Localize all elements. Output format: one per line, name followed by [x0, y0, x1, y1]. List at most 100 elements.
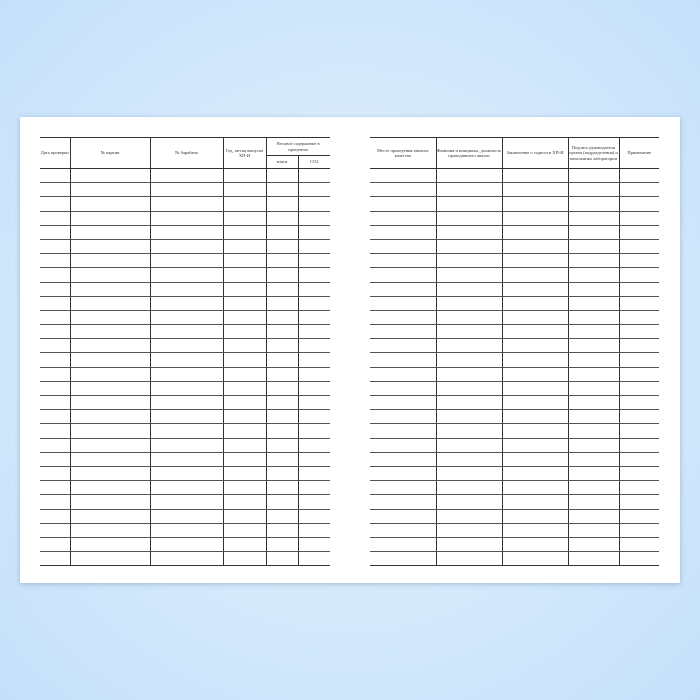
- table-cell: [222, 509, 267, 524]
- table-cell: [435, 182, 503, 198]
- table-cell: [618, 196, 659, 212]
- table-cell: [149, 381, 224, 397]
- table-cell: [265, 296, 299, 311]
- table-cell: [149, 267, 224, 283]
- table-cell: [501, 480, 569, 496]
- table-row: [370, 196, 659, 212]
- table-row: [40, 551, 331, 567]
- table-cell: [222, 381, 267, 397]
- table-cell: [297, 338, 331, 354]
- table-cell: [501, 296, 569, 311]
- table-cell: [435, 381, 503, 397]
- table-row: [370, 537, 659, 553]
- table-cell: [69, 509, 151, 524]
- table-cell: [265, 438, 299, 453]
- table-cell: [40, 381, 71, 397]
- table-cell: [40, 310, 71, 326]
- table-row: [40, 253, 331, 269]
- table-row: [40, 352, 331, 368]
- table-row: [370, 452, 659, 467]
- table-cell: [297, 395, 331, 411]
- table-cell: [69, 352, 151, 368]
- table-cell: [618, 523, 659, 538]
- table-row: [40, 466, 331, 482]
- table-cell: [618, 253, 659, 269]
- table-cell: [501, 211, 569, 226]
- table-cell: [435, 310, 503, 326]
- table-cell: [297, 480, 331, 496]
- table-cell: [435, 423, 503, 439]
- table-cell: [265, 338, 299, 354]
- table-cell: [501, 537, 569, 553]
- table-cell: [297, 423, 331, 439]
- table-cell: [40, 253, 71, 269]
- table-row: [40, 282, 331, 297]
- header-conclusion: Заключение о годности ХП-И: [501, 137, 569, 169]
- header-signature: Подпись руководителя органа (подразделен…: [567, 137, 620, 169]
- table-cell: [435, 438, 503, 453]
- table-cell: [370, 282, 437, 297]
- table-cell: [435, 480, 503, 496]
- table-cell: [618, 239, 659, 255]
- table-cell: [40, 267, 71, 283]
- table-cell: [69, 182, 151, 198]
- table-cell: [567, 381, 620, 397]
- table-cell: [370, 239, 437, 255]
- table-cell: [297, 253, 331, 269]
- table-cell: [501, 324, 569, 340]
- table-cell: [297, 509, 331, 524]
- table-cell: [618, 480, 659, 496]
- table-cell: [265, 310, 299, 326]
- table-cell: [297, 324, 331, 340]
- table-cell: [265, 239, 299, 255]
- table-cell: [149, 253, 224, 269]
- table-cell: [297, 551, 331, 567]
- table-cell: [265, 381, 299, 397]
- table-row: [40, 182, 331, 198]
- table-cell: [222, 267, 267, 283]
- table-cell: [435, 239, 503, 255]
- table-cell: [222, 211, 267, 226]
- table-row: [40, 537, 331, 553]
- table-row: [40, 211, 331, 226]
- table-cell: [69, 395, 151, 411]
- table-cell: [40, 196, 71, 212]
- table-cell: [618, 296, 659, 311]
- table-cell: [370, 480, 437, 496]
- table-cell: [370, 395, 437, 411]
- table-row: [40, 480, 331, 496]
- table-cell: [40, 338, 71, 354]
- table-cell: [501, 551, 569, 567]
- table-cell: [618, 267, 659, 283]
- table-cell: [222, 494, 267, 510]
- table-row: [370, 352, 659, 368]
- table-cell: [618, 494, 659, 510]
- table-cell: [618, 338, 659, 354]
- table-row: [370, 523, 659, 538]
- table-cell: [435, 523, 503, 538]
- table-cell: [40, 409, 71, 425]
- table-cell: [69, 324, 151, 340]
- table-cell: [567, 423, 620, 439]
- table-cell: [222, 537, 267, 553]
- table-cell: [149, 509, 224, 524]
- table-cell: [567, 239, 620, 255]
- table-cell: [265, 282, 299, 297]
- table-cell: [501, 352, 569, 368]
- table-row: [370, 509, 659, 524]
- table-row: [370, 395, 659, 411]
- header-analyst: Фамилия и инициалы, должность проводивше…: [435, 137, 503, 169]
- table-cell: [297, 310, 331, 326]
- table-cell: [618, 551, 659, 567]
- table-cell: [149, 225, 224, 240]
- table-cell: [567, 282, 620, 297]
- table-cell: [69, 310, 151, 326]
- table-cell: [265, 480, 299, 496]
- table-cell: [40, 537, 71, 553]
- table-cell: [501, 509, 569, 524]
- table-cell: [618, 310, 659, 326]
- table-row: [40, 452, 331, 467]
- table-cell: [435, 338, 503, 354]
- table-cell: [265, 196, 299, 212]
- table-cell: [222, 438, 267, 453]
